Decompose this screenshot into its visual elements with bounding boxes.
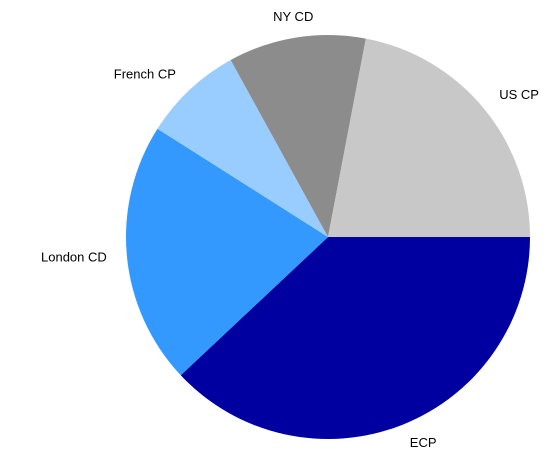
pie-slice — [230, 35, 366, 237]
slice-label: London CD — [41, 249, 107, 264]
pie-slice — [328, 38, 530, 238]
slice-label: French CP — [114, 66, 176, 81]
pie-slice — [126, 128, 328, 376]
slice-label: NY CD — [273, 9, 313, 24]
slice-label: US CP — [499, 87, 539, 102]
pie-slice — [180, 237, 530, 439]
slice-label: ECP — [410, 435, 437, 450]
pie-slice — [157, 59, 328, 237]
